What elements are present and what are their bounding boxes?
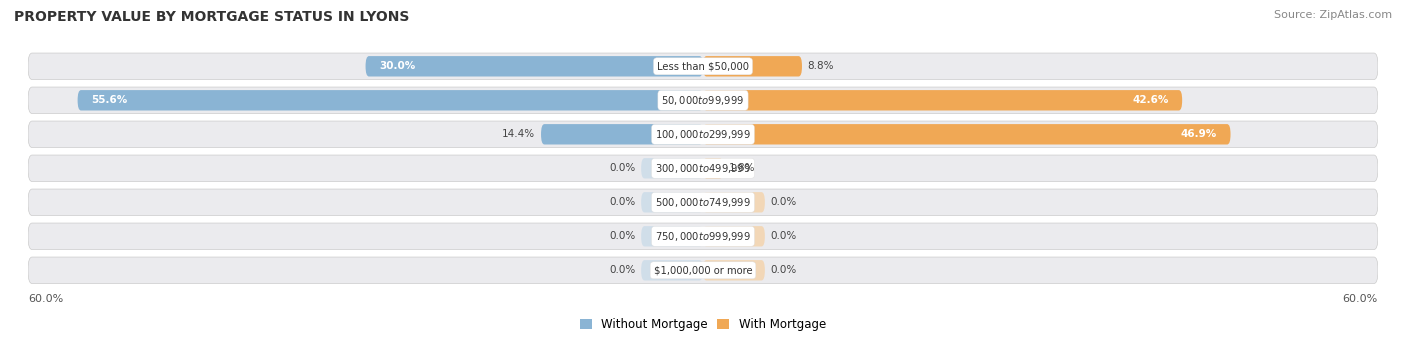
FancyBboxPatch shape	[541, 124, 703, 144]
FancyBboxPatch shape	[703, 56, 801, 76]
Text: 46.9%: 46.9%	[1181, 129, 1218, 139]
FancyBboxPatch shape	[28, 223, 1378, 250]
FancyBboxPatch shape	[641, 260, 703, 280]
FancyBboxPatch shape	[703, 260, 765, 280]
Text: 1.8%: 1.8%	[728, 163, 755, 173]
FancyBboxPatch shape	[641, 192, 703, 212]
FancyBboxPatch shape	[641, 226, 703, 246]
Text: $500,000 to $749,999: $500,000 to $749,999	[655, 196, 751, 209]
FancyBboxPatch shape	[28, 155, 1378, 182]
FancyBboxPatch shape	[703, 158, 723, 178]
FancyBboxPatch shape	[641, 158, 703, 178]
FancyBboxPatch shape	[366, 56, 703, 76]
Text: 60.0%: 60.0%	[1343, 294, 1378, 304]
Text: 14.4%: 14.4%	[502, 129, 536, 139]
Text: 0.0%: 0.0%	[609, 231, 636, 241]
Text: $1,000,000 or more: $1,000,000 or more	[654, 265, 752, 275]
Text: 0.0%: 0.0%	[609, 265, 636, 275]
FancyBboxPatch shape	[77, 90, 703, 110]
FancyBboxPatch shape	[28, 53, 1378, 80]
Text: 55.6%: 55.6%	[91, 95, 128, 105]
FancyBboxPatch shape	[703, 192, 765, 212]
Text: 0.0%: 0.0%	[770, 197, 797, 207]
Text: 0.0%: 0.0%	[770, 265, 797, 275]
Text: $300,000 to $499,999: $300,000 to $499,999	[655, 162, 751, 175]
Text: 8.8%: 8.8%	[807, 61, 834, 71]
FancyBboxPatch shape	[703, 226, 765, 246]
Text: PROPERTY VALUE BY MORTGAGE STATUS IN LYONS: PROPERTY VALUE BY MORTGAGE STATUS IN LYO…	[14, 10, 409, 24]
Text: 0.0%: 0.0%	[609, 197, 636, 207]
Text: 30.0%: 30.0%	[380, 61, 415, 71]
FancyBboxPatch shape	[28, 189, 1378, 216]
FancyBboxPatch shape	[703, 90, 1182, 110]
FancyBboxPatch shape	[28, 121, 1378, 148]
Text: $750,000 to $999,999: $750,000 to $999,999	[655, 230, 751, 243]
Text: 42.6%: 42.6%	[1132, 95, 1168, 105]
Legend: Without Mortgage, With Mortgage: Without Mortgage, With Mortgage	[575, 313, 831, 336]
FancyBboxPatch shape	[28, 257, 1378, 284]
FancyBboxPatch shape	[703, 124, 1230, 144]
Text: $100,000 to $299,999: $100,000 to $299,999	[655, 128, 751, 141]
Text: 0.0%: 0.0%	[770, 231, 797, 241]
Text: $50,000 to $99,999: $50,000 to $99,999	[661, 94, 745, 107]
Text: 60.0%: 60.0%	[28, 294, 63, 304]
Text: Source: ZipAtlas.com: Source: ZipAtlas.com	[1274, 10, 1392, 20]
FancyBboxPatch shape	[28, 87, 1378, 114]
Text: Less than $50,000: Less than $50,000	[657, 61, 749, 71]
Text: 0.0%: 0.0%	[609, 163, 636, 173]
